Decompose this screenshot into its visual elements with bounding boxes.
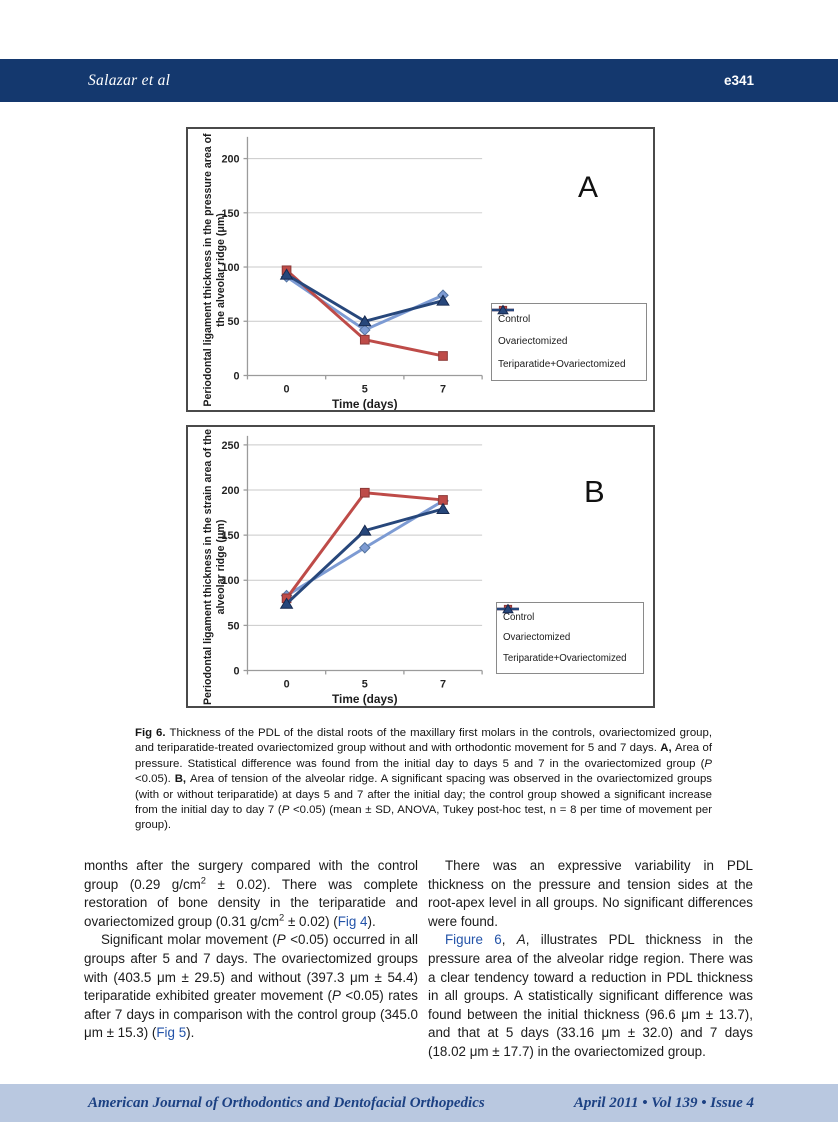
chart-A-canvas: 0 50 100 150 200 0 5 7 Time (days) bbox=[221, 136, 483, 410]
text-column-left: months after the surgery compared with t… bbox=[84, 857, 418, 1062]
legend-label: Ovariectomized bbox=[498, 336, 568, 348]
legend-item: Control bbox=[492, 305, 644, 325]
text-segment: P bbox=[704, 757, 712, 770]
text-segment: B, bbox=[174, 773, 190, 786]
y-axis-title: Periodontal ligament thickness in the st… bbox=[202, 428, 227, 705]
text-segment: P bbox=[331, 988, 341, 1004]
x-axis-title: Time (days) bbox=[332, 397, 398, 410]
x-tick-label: 0 bbox=[284, 678, 290, 690]
figure6-panel-b: 0 50 100 150 200 250 0 5 7 Time (days) Periodontal… bbox=[186, 425, 655, 708]
series-ovariectomized bbox=[281, 265, 448, 361]
text-segment: <0.05). bbox=[135, 773, 175, 786]
legend-label: Ovariectomized bbox=[503, 632, 571, 644]
legend: Control Ovariectomized Teriparatide+Ovarie… bbox=[496, 602, 644, 674]
y-tick-label: 100 bbox=[222, 575, 240, 587]
triangle-marker-icon bbox=[497, 603, 519, 614]
text-segment: Thickness of the PDL of the distal roots… bbox=[135, 727, 712, 755]
x-tick-label: 0 bbox=[284, 383, 290, 395]
legend-label: Control bbox=[498, 313, 531, 325]
text-segment: ). bbox=[186, 1025, 195, 1041]
text-segment: Significant molar movement ( bbox=[101, 932, 277, 948]
figure-reference-link[interactable]: Figure 6 bbox=[445, 932, 502, 948]
y-tick-label: 200 bbox=[222, 485, 240, 497]
legend-item: Ovariectomized bbox=[497, 604, 641, 644]
text-segment: <0.05) occurred in all groups after 5 an… bbox=[84, 932, 418, 1004]
legend-label: Teriparatide+Ovariectomized bbox=[503, 653, 627, 665]
legend-item: Teriparatide+Ovariectomized bbox=[497, 603, 641, 665]
y-tick-label: 150 bbox=[221, 208, 239, 220]
text-column-right: There was an expressive variability in P… bbox=[428, 857, 753, 1062]
text-segment: Fig 6. bbox=[135, 727, 170, 739]
panel-label: B bbox=[584, 474, 605, 509]
legend: Control Ovariectomized Teriparatide+Ovarie… bbox=[491, 303, 647, 381]
text-segment: A, bbox=[660, 742, 676, 755]
text-segment: ± 0.02). There was complete restoration … bbox=[84, 876, 418, 929]
series-teriparatide-ovariectomized bbox=[279, 268, 450, 327]
y-tick-label: 0 bbox=[234, 370, 240, 382]
text-segment: ± 0.02) ( bbox=[284, 913, 338, 929]
x-tick-label: 5 bbox=[362, 678, 368, 690]
y-axis-title: Periodontal ligament thickness in the pr… bbox=[202, 132, 227, 407]
legend-item: Ovariectomized bbox=[492, 305, 644, 348]
legend-item: Teriparatide+Ovariectomized bbox=[492, 304, 644, 371]
journal-title: American Journal of Orthodontics and Den… bbox=[88, 1094, 485, 1111]
body-text: months after the surgery compared with t… bbox=[84, 857, 753, 1062]
text-segment: P bbox=[276, 932, 286, 948]
y-tick-label: 0 bbox=[234, 665, 240, 677]
text-segment: Area of tension of the alveolar ridge. A… bbox=[135, 773, 712, 817]
running-head-author: Salazar et al bbox=[88, 71, 171, 89]
x-tick-label: 7 bbox=[440, 678, 446, 690]
y-tick-label: 50 bbox=[228, 316, 240, 328]
text-segment: 2 bbox=[279, 912, 285, 923]
y-tick-label: 50 bbox=[228, 620, 240, 632]
text-segment: , bbox=[501, 932, 517, 948]
panel-label: A bbox=[578, 171, 599, 204]
y-tick-label: 100 bbox=[221, 262, 239, 274]
triangle-marker-icon bbox=[492, 304, 514, 315]
chart-B-canvas: 0 50 100 150 200 250 0 5 7 Time (days) bbox=[222, 435, 483, 706]
y-tick-label: 250 bbox=[222, 440, 240, 452]
issue-info: April 2011 • Vol 139 • Issue 4 bbox=[573, 1094, 754, 1111]
x-axis-title: Time (days) bbox=[332, 692, 398, 706]
text-segment: ). bbox=[367, 913, 376, 929]
paragraph: months after the surgery compared with t… bbox=[84, 857, 418, 931]
text-segment: P bbox=[281, 804, 290, 817]
figure-caption: Fig 6. Thickness of the PDL of the dista… bbox=[135, 726, 712, 834]
series-teriparatide-ovariectomized bbox=[279, 502, 450, 609]
text-segment: 2 bbox=[200, 875, 207, 886]
figure-reference-link[interactable]: Fig 4 bbox=[337, 913, 368, 929]
text-segment: A bbox=[516, 932, 526, 948]
legend-label: Teriparatide+Ovariectomized bbox=[498, 359, 626, 371]
figure-reference-link[interactable]: Fig 5 bbox=[156, 1025, 187, 1041]
text-segment: , illustrates PDL thickness in the press… bbox=[428, 932, 753, 1059]
paragraph: Figure 6, A, illustrates PDL thickness i… bbox=[428, 931, 753, 1061]
text-segment: <0.05) (mean ± SD, ANOVA, Tukey post-hoc… bbox=[135, 804, 712, 832]
x-tick-label: 5 bbox=[362, 383, 368, 395]
series-ovariectomized bbox=[281, 487, 448, 604]
text-segment: <0.05) rates after 7 days in comparison … bbox=[84, 988, 418, 1041]
figure6-panel-a: 0 50 100 150 200 0 5 7 Time (days) Periodontal li… bbox=[186, 127, 655, 412]
paragraph: Significant molar movement (P <0.05) occ… bbox=[84, 931, 418, 1043]
text-segment: months after the surgery compared with t… bbox=[84, 858, 418, 892]
footer-bar: American Journal of Orthodontics and Den… bbox=[0, 1084, 838, 1122]
legend-label: Control bbox=[503, 611, 535, 623]
y-tick-label: 200 bbox=[221, 154, 239, 166]
paragraph: There was an expressive variability in P… bbox=[428, 857, 753, 931]
page-number: e341 bbox=[723, 73, 754, 88]
legend-item: Control bbox=[497, 604, 641, 623]
x-tick-label: 7 bbox=[440, 383, 446, 395]
header-bar: Salazar et al e341 bbox=[0, 59, 838, 102]
y-tick-label: 150 bbox=[222, 530, 240, 542]
text-segment: Area of pressure. Statistical difference… bbox=[135, 742, 712, 770]
text-segment: There was an expressive variability in P… bbox=[428, 858, 753, 929]
